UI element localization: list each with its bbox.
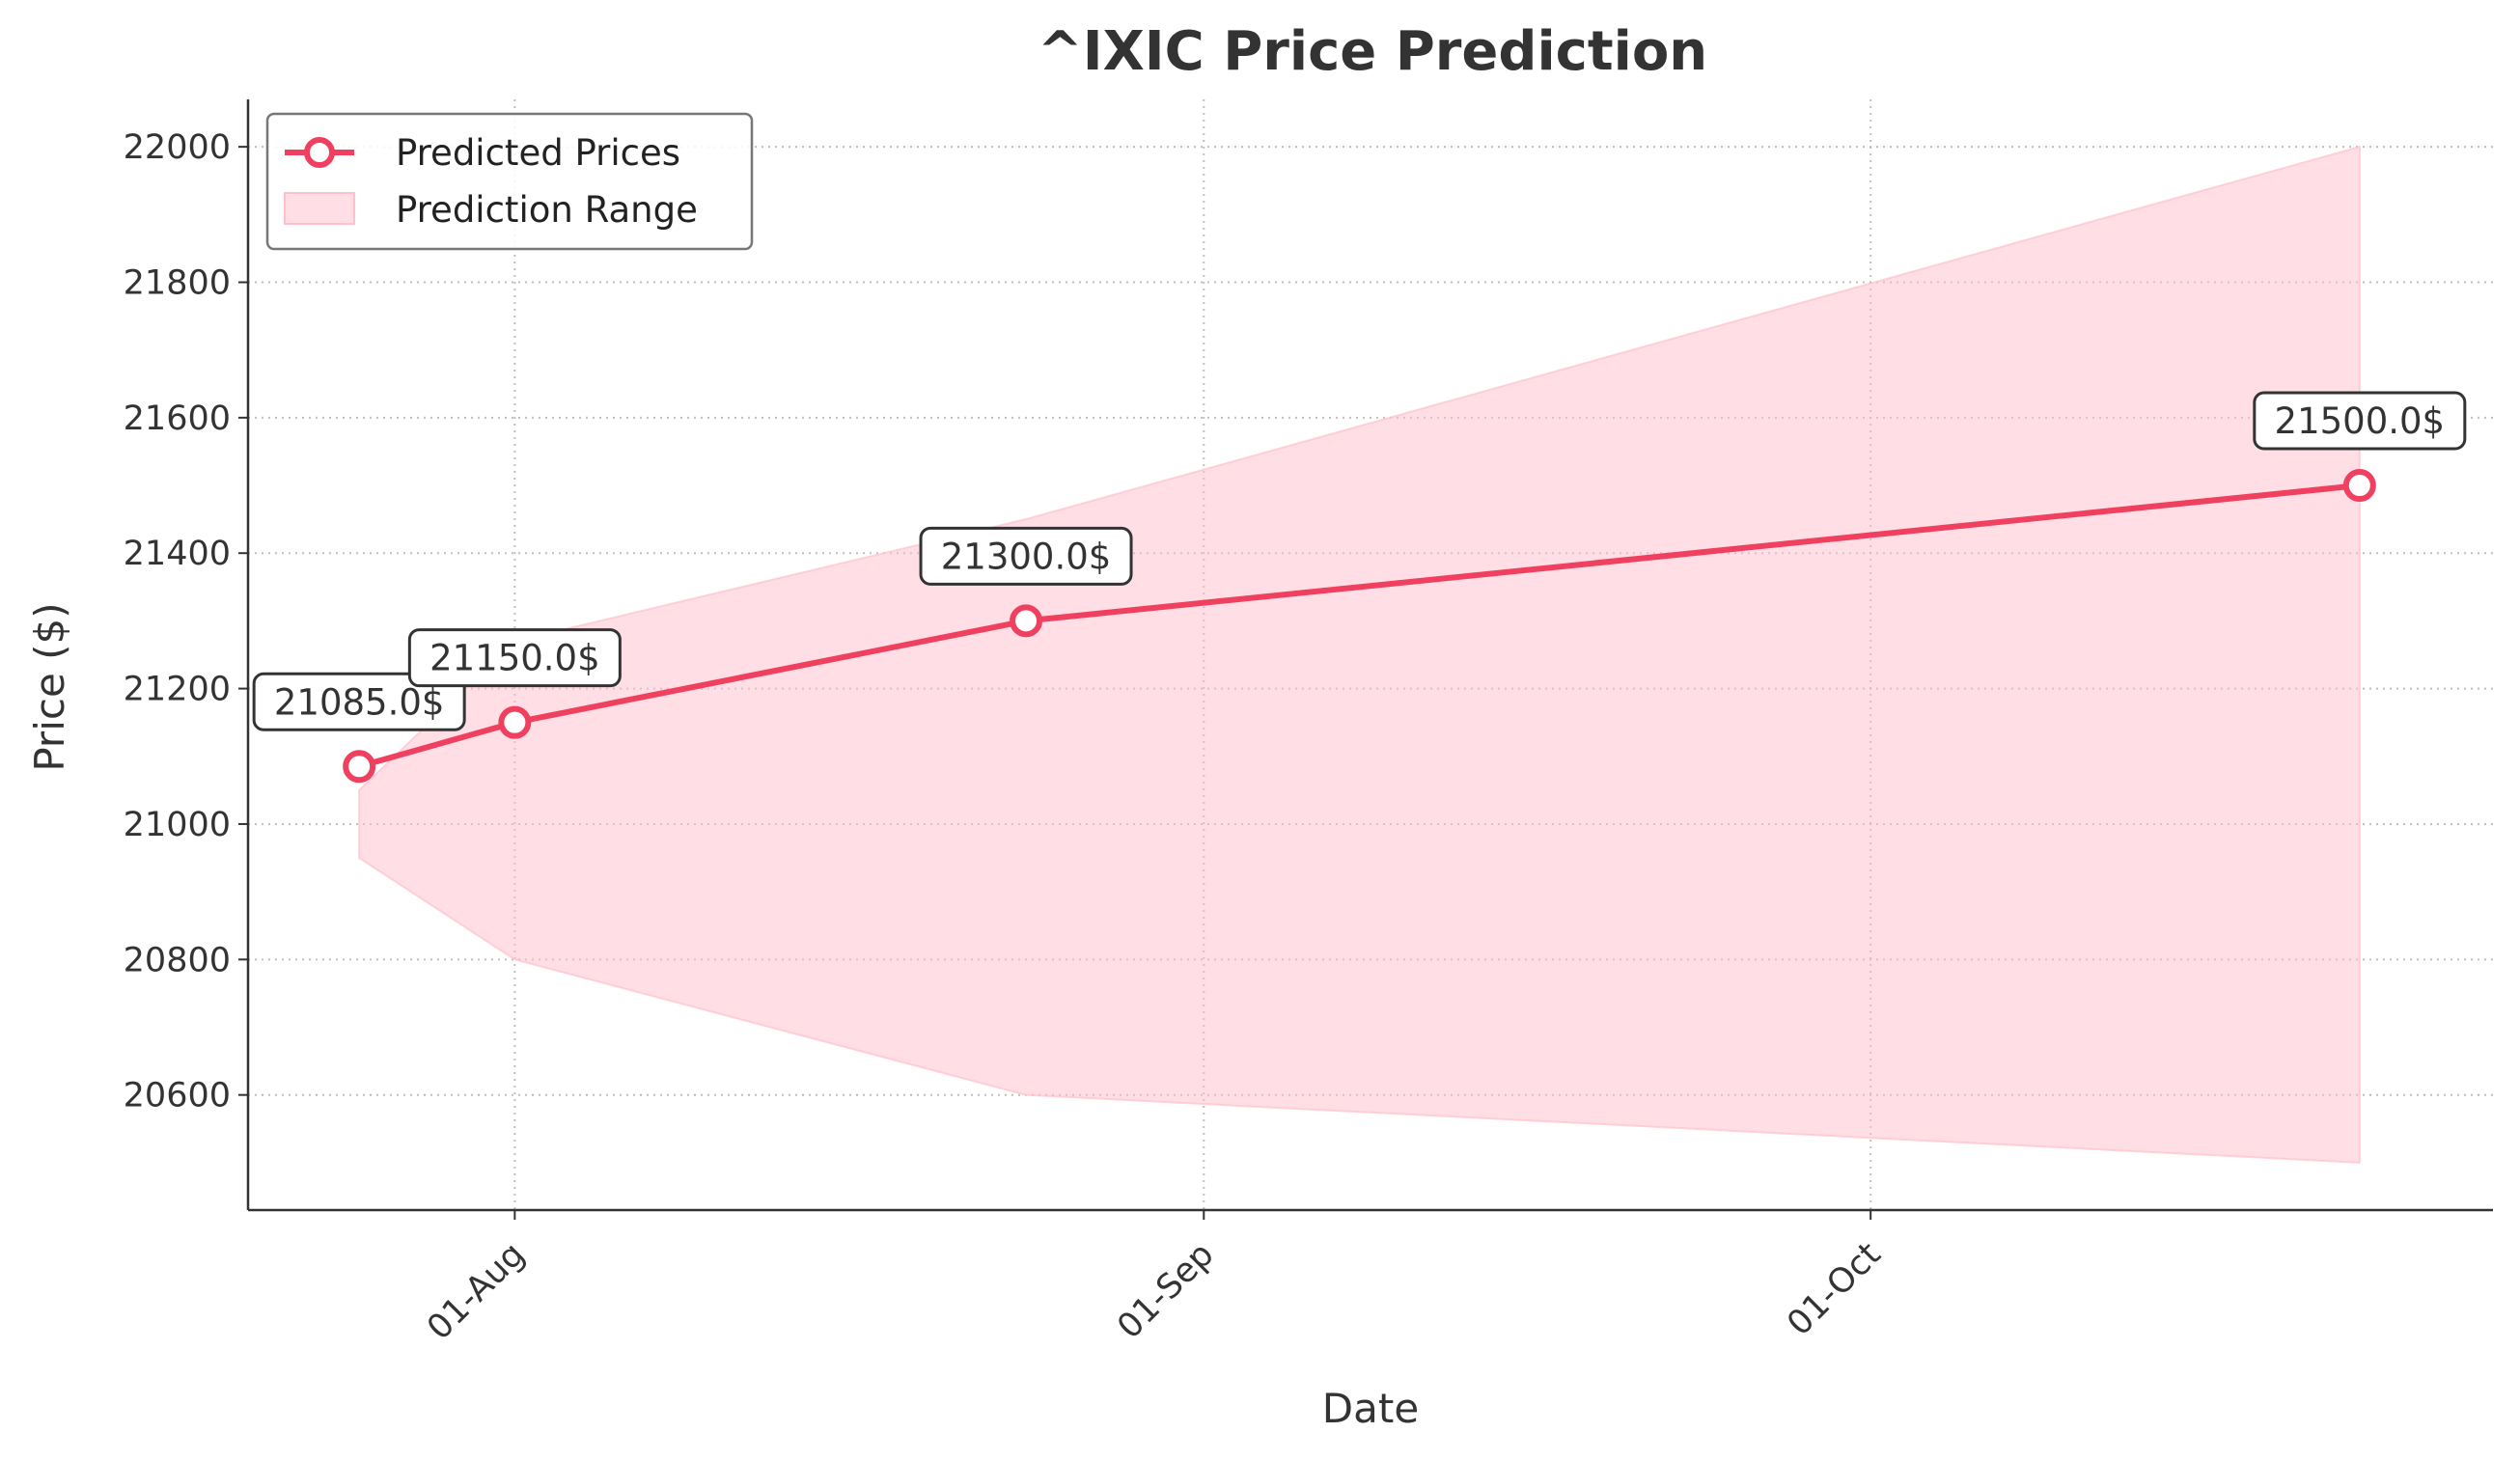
- prediction-range-band: [358, 145, 2361, 1164]
- chart-title: ^IXIC Price Prediction: [1038, 20, 1707, 83]
- legend-marker-swatch: [304, 137, 335, 168]
- annotation-layer: 21085.0$21150.0$ 21300.0$ 21500.0$: [252, 391, 2467, 731]
- data-label: 21085.0$: [274, 681, 445, 723]
- predicted-price-point: [343, 750, 376, 784]
- x-tick-label: 01-Oct: [1780, 1235, 1888, 1343]
- x-tick-label: 01-Sep: [1110, 1235, 1221, 1346]
- predicted-price-point: [2342, 469, 2376, 503]
- legend-box: [265, 112, 754, 251]
- y-tick-label: 21200: [124, 671, 231, 709]
- y-tick-label: 20800: [124, 941, 231, 979]
- data-label-box: [252, 672, 466, 731]
- data-label: 21150.0$: [429, 638, 600, 679]
- x-tick-label: 01-Aug: [420, 1235, 532, 1347]
- legend-range-swatch: [284, 192, 355, 225]
- predicted-line-layer: [343, 469, 2376, 784]
- y-tick-label: 22000: [124, 128, 231, 167]
- predicted-price-point: [1010, 604, 1043, 638]
- predicted-prices-line: [356, 482, 2363, 770]
- legend-label-range: Prediction Range: [396, 189, 698, 231]
- y-tick-label: 20600: [124, 1077, 231, 1116]
- legend-label-predicted: Predicted Prices: [396, 132, 680, 174]
- legend: Predicted Prices Prediction Range: [265, 112, 754, 251]
- data-label-box: [2253, 391, 2467, 451]
- data-label-box: [407, 628, 622, 688]
- y-axis-label: Price ($): [26, 602, 73, 771]
- y-tick-label: 21000: [124, 806, 231, 844]
- predicted-price-point: [498, 705, 532, 739]
- prediction-range-layer: [358, 145, 2361, 1164]
- y-tick-label: 21800: [124, 263, 231, 302]
- y-tick-label: 21400: [124, 535, 231, 573]
- x-axis-label: Date: [1322, 1385, 1419, 1432]
- y-tick-label: 21600: [124, 399, 231, 438]
- data-label-box: [919, 526, 1133, 586]
- data-label: 21500.0$: [2275, 400, 2446, 442]
- data-label: 21300.0$: [941, 536, 1112, 577]
